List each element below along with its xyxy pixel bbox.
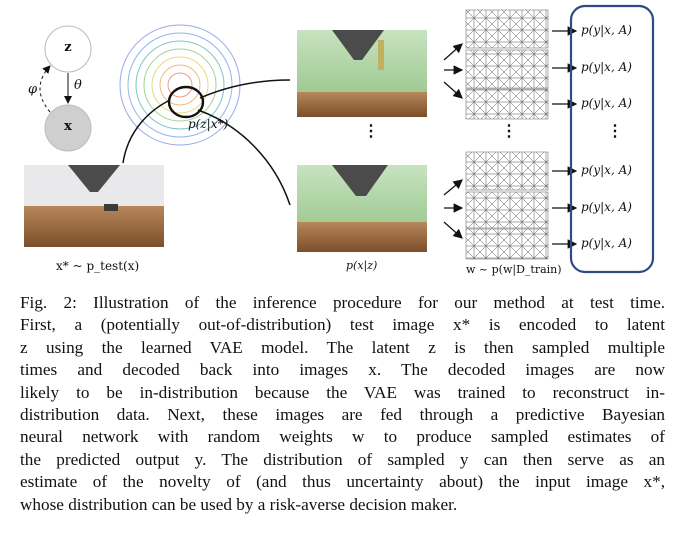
decoder-distribution-label: p(x|z) [346,259,378,272]
theta-label: θ [74,78,82,93]
figure-caption: Fig. 2: Illustration of the inference pr… [20,292,665,516]
node-x-label: x [64,119,72,134]
image-to-network-arrows [443,43,464,239]
caption-line: the predicted output y. The distribution… [20,449,665,469]
caption-line: First, a (potentially out-of-distributio… [20,315,665,335]
output-label: p(y|x, A) [581,236,632,250]
node-z-label: z [64,40,72,55]
decoded-ellipsis: ⋮ [363,121,379,140]
caption-line: whose distribution can be used by a risk… [20,494,458,514]
output-label: p(y|x, A) [581,96,632,110]
output-label: p(y|x, A) [581,200,632,214]
network-sample [465,9,549,49]
caption-line: likely to be in-distribution because the… [20,382,665,402]
caption-line: estimate of the novelty of (and thus unc… [20,472,665,492]
network-sample [465,191,549,229]
output-ellipsis: ⋮ [607,121,623,140]
posterior-contours [119,24,291,206]
caption-line: neural network with random weights w to … [20,427,665,447]
caption-line: z using the learned VAE model. The laten… [20,337,665,357]
network-ellipsis: ⋮ [501,121,517,140]
graphical-model [39,25,92,152]
input-distribution-label: x* ~ p_test(x) [56,259,140,273]
latent-node-z [44,25,92,73]
output-distribution-box [569,4,655,274]
network-to-output-arrows [552,26,578,249]
decoded-image-bottom [297,165,427,252]
caption-line: distribution data. Next, these images ar… [20,405,665,425]
caption-line: times and decoded back into images x. Th… [20,360,665,380]
figure: z x θ φ p(z|x*) x* ~ p_test(x) p(x|z) w … [24,4,655,276]
encoder-curve [122,99,171,164]
network-sample [465,88,549,120]
input-image [24,165,164,247]
weights-distribution-label: w ~ p(w|D_train) [466,263,562,276]
inference-edge [39,65,51,113]
sample-region [167,85,205,119]
output-label: p(y|x, A) [581,23,632,37]
output-label: p(y|x, A) [581,60,632,74]
phi-label: φ [28,82,38,97]
network-sample [465,228,549,260]
output-label: p(y|x, A) [581,163,632,177]
caption-line: Fig. 2: Illustration of the inference pr… [20,293,665,312]
observed-node-x [44,104,92,152]
decoder-curve-top [199,79,291,99]
figure-canvas [24,4,655,274]
network-sample [465,49,549,89]
decoder-curve-bottom [197,109,291,206]
posterior-label: p(z|x*) [188,117,229,131]
decoded-image-top [297,30,427,117]
bayesian-networks [465,9,549,260]
network-sample [465,151,549,191]
